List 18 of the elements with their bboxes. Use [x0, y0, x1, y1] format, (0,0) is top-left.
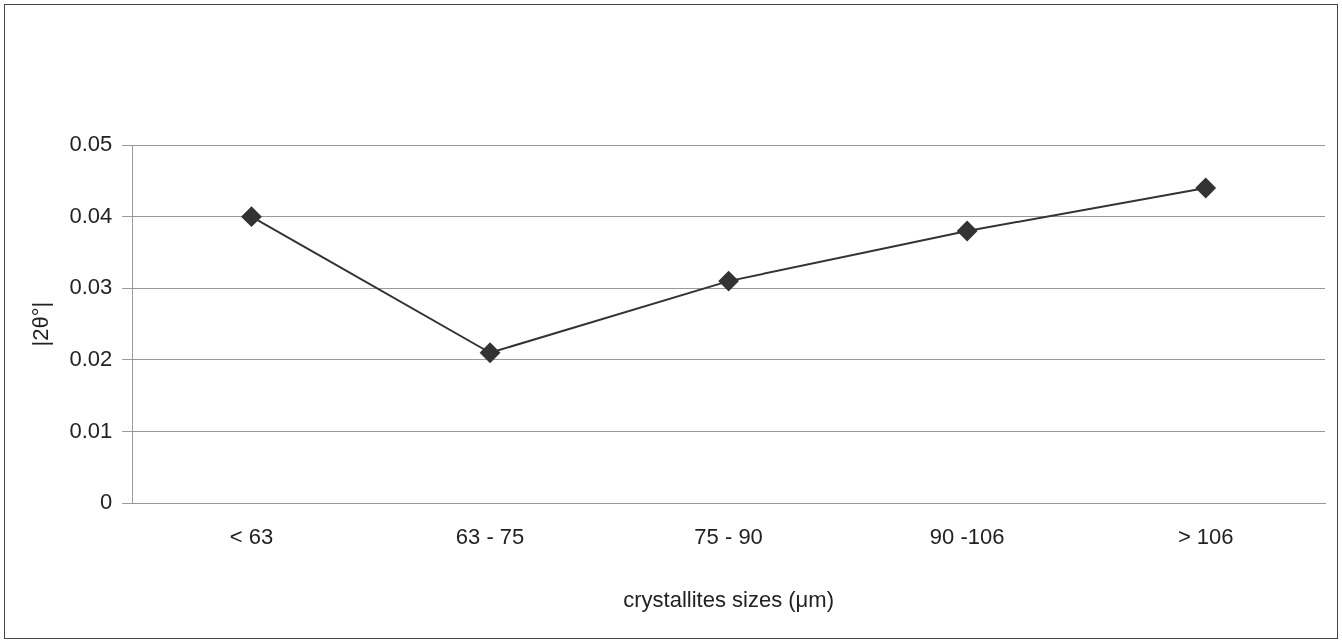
y-tick-label: 0.05	[69, 131, 113, 157]
x-tick-label: 75 - 90	[694, 524, 763, 550]
x-tick-label: 63 - 75	[455, 524, 525, 550]
point	[1195, 177, 1216, 198]
y-tick-label: 0.01	[69, 417, 113, 443]
x-axis-title: crystallites sizes (μm)	[623, 586, 834, 612]
y-tick-label: 0.03	[69, 274, 113, 300]
y-axis-title: |2θ°|	[28, 301, 54, 347]
y-tick-label: 0.02	[69, 345, 113, 371]
point	[718, 271, 739, 292]
x-tick-label: < 63	[229, 524, 274, 550]
point	[480, 342, 501, 363]
x-tick-label: > 106	[1177, 524, 1234, 550]
point	[241, 206, 262, 227]
y-tick-label: 0.04	[69, 202, 113, 228]
point	[957, 220, 978, 241]
y-tick-label: 0	[99, 489, 113, 515]
x-tick-label: 90 -106	[929, 524, 1005, 550]
